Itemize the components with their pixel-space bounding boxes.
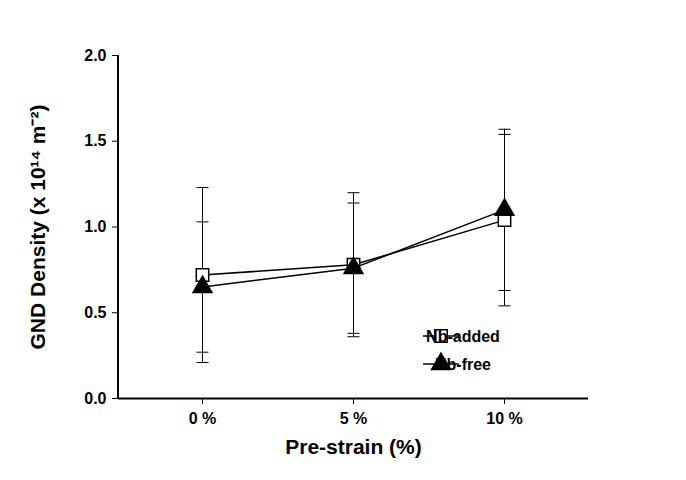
svg-text:Nb-free: Nb-free bbox=[435, 356, 491, 373]
svg-text:0.0: 0.0 bbox=[84, 390, 106, 407]
svg-text:10 %: 10 % bbox=[486, 410, 522, 427]
svg-text:1.5: 1.5 bbox=[84, 132, 106, 149]
svg-text:1.0: 1.0 bbox=[84, 218, 106, 235]
svg-text:GND Density (x 10¹⁴ m⁻²): GND Density (x 10¹⁴ m⁻²) bbox=[26, 105, 49, 350]
svg-text:2.0: 2.0 bbox=[84, 47, 106, 64]
svg-text:0.5: 0.5 bbox=[84, 304, 106, 321]
svg-text:0 %: 0 % bbox=[189, 410, 217, 427]
svg-text:5 %: 5 % bbox=[340, 410, 368, 427]
svg-text:Pre-strain (%): Pre-strain (%) bbox=[285, 435, 422, 458]
svg-text:Nb-added: Nb-added bbox=[426, 328, 500, 345]
